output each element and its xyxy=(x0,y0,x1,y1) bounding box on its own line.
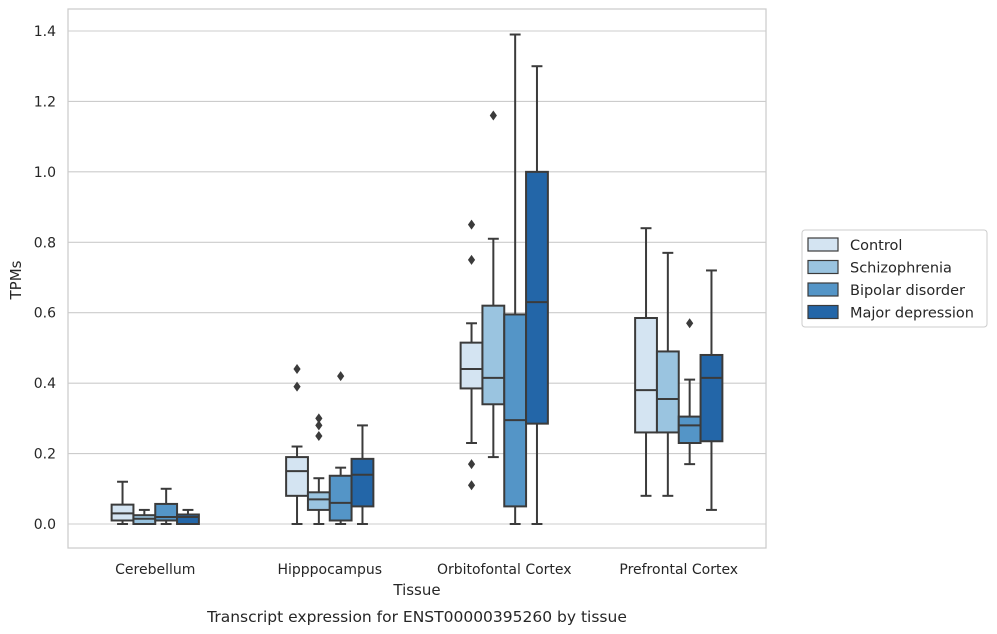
legend-swatch xyxy=(807,237,839,252)
legend-label: Schizophrenia xyxy=(850,261,952,277)
box-major-depression xyxy=(699,269,724,511)
outlier-point xyxy=(467,254,476,265)
box-bipolar-disorder xyxy=(677,318,702,466)
y-tick-label: 1.0 xyxy=(34,165,56,181)
box-bipolar-disorder xyxy=(328,371,353,525)
box-iqr xyxy=(525,170,549,425)
box-iqr xyxy=(677,415,702,445)
y-tick-label: 0.0 xyxy=(34,517,56,533)
outlier-point xyxy=(337,371,345,382)
x-axis-title: Tissue xyxy=(392,581,440,599)
legend-swatch xyxy=(807,259,839,275)
box-bipolar-disorder xyxy=(154,487,179,525)
outlier-point xyxy=(467,459,476,470)
box-iqr xyxy=(481,304,506,406)
chart-caption: Transcript expression for ENST0000039526… xyxy=(206,608,627,626)
legend: Control Schizophrenia Bipolar disorder Majo… xyxy=(801,229,988,328)
x-tick-label: Orbitofontal Cortex xyxy=(437,562,572,578)
box-iqr xyxy=(285,456,309,497)
box-control xyxy=(634,227,658,497)
outlier-point xyxy=(315,430,323,441)
legend-swatch xyxy=(807,282,839,297)
box-iqr xyxy=(655,350,680,434)
box-iqr xyxy=(699,353,724,443)
y-tick-labels: 0.0 0.2 0.4 0.6 0.8 1.0 1.2 1.4 xyxy=(34,24,56,533)
x-tick-label: Cerebellum xyxy=(115,562,195,578)
legend-label: Major depression xyxy=(850,306,974,322)
box-iqr xyxy=(459,341,484,390)
box-control xyxy=(285,364,309,525)
outlier-point xyxy=(686,318,694,329)
y-tick-label: 0.2 xyxy=(34,447,56,463)
outlier-point xyxy=(489,110,497,121)
legend-frame xyxy=(801,229,988,328)
outlier-point xyxy=(315,413,323,424)
legend-label: Bipolar disorder xyxy=(850,283,965,299)
legend-swatch xyxy=(807,304,839,320)
box-schizophrenia xyxy=(132,508,157,525)
box-iqr xyxy=(634,316,658,434)
y-tick-label: 0.4 xyxy=(34,376,56,392)
plot-background xyxy=(68,9,766,548)
x-tick-label: Prefrontal Cortex xyxy=(619,562,738,578)
box-schizophrenia xyxy=(306,413,331,525)
box-major-depression xyxy=(525,65,549,525)
box-major-depression xyxy=(350,424,375,525)
box-iqr xyxy=(328,474,353,522)
grid-lines xyxy=(68,30,766,525)
box-bipolar-disorder xyxy=(503,33,528,525)
y-axis-title: TPMs xyxy=(7,260,25,300)
outlier-point xyxy=(467,480,476,491)
outlier-point xyxy=(467,219,476,230)
box-major-depression xyxy=(176,508,200,525)
box-groups xyxy=(110,33,724,525)
box-iqr xyxy=(154,502,179,522)
box-control xyxy=(110,480,135,525)
y-tick-label: 1.4 xyxy=(34,24,56,40)
y-tick-label: 0.8 xyxy=(34,235,56,251)
box-iqr xyxy=(503,313,528,508)
x-tick-labels: Cerebellum Hipppocampus Orbitofontal Corte… xyxy=(115,562,738,578)
outlier-point xyxy=(315,420,323,431)
box-iqr xyxy=(350,457,375,508)
x-tick-label: Hipppocampus xyxy=(277,562,382,578)
box-schizophrenia xyxy=(655,251,680,497)
outlier-point xyxy=(293,364,301,375)
plot-frame xyxy=(67,8,767,549)
y-tick-label: 0.6 xyxy=(34,306,56,322)
box-iqr xyxy=(306,491,331,511)
y-tick-label: 1.2 xyxy=(34,94,56,110)
outlier-point xyxy=(293,381,301,392)
legend-label: Control xyxy=(850,238,902,254)
box-iqr xyxy=(176,513,200,525)
